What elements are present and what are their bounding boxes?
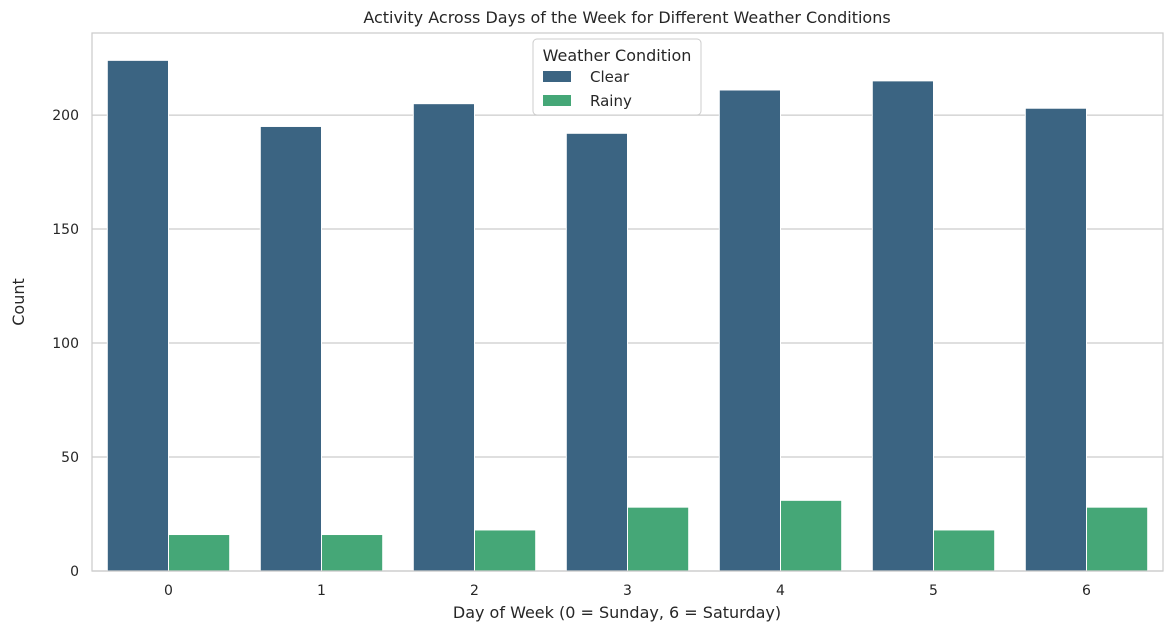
bar-clear-day-4 (718, 89, 781, 572)
bar-clear-day-1 (259, 125, 322, 572)
y-tick-labels: 0 50 100 150 200 (52, 108, 79, 580)
x-tick-labels: 0 1 2 3 4 5 6 (164, 583, 1091, 599)
bar-rainy-day-0 (168, 534, 231, 572)
legend-label-clear: Clear (590, 68, 630, 86)
chart-title: Activity Across Days of the Week for Dif… (363, 8, 890, 27)
bar-rainy-day-6 (1086, 506, 1149, 572)
legend-box (532, 38, 702, 116)
bar-clear-day-3 (565, 132, 628, 572)
bar-rainy-day-3 (627, 506, 690, 572)
bars (106, 59, 1149, 572)
legend: Weather Condition Clear Rainy (532, 38, 702, 116)
x-tick-label: 2 (470, 583, 479, 599)
legend-swatch-clear (543, 71, 571, 82)
x-tick-label: 1 (317, 583, 326, 599)
x-axis-label: Day of Week (0 = Sunday, 6 = Saturday) (453, 603, 781, 622)
bar-clear-day-2 (412, 103, 475, 572)
bar-rainy-day-2 (474, 529, 537, 572)
y-tick-label: 0 (70, 564, 79, 580)
bar-clear-day-0 (106, 59, 170, 572)
x-tick-label: 3 (623, 583, 632, 599)
y-tick-label: 150 (52, 222, 79, 238)
bar-clear-day-6 (1024, 107, 1088, 572)
bar-rainy-day-4 (780, 499, 843, 572)
y-tick-label: 100 (52, 336, 79, 352)
y-tick-label: 50 (61, 450, 79, 466)
bar-rainy-day-5 (933, 529, 996, 572)
x-tick-label: 4 (776, 583, 785, 599)
plot-frame (91, 32, 1164, 572)
bar-clear-day-5 (871, 80, 934, 572)
x-tick-label: 0 (164, 583, 173, 599)
x-tick-label: 6 (1082, 583, 1091, 599)
y-tick-label: 200 (52, 108, 79, 124)
legend-label-rainy: Rainy (590, 92, 632, 110)
y-axis-label: Count (9, 278, 28, 326)
bar-rainy-day-1 (321, 534, 384, 572)
legend-title: Weather Condition (543, 46, 692, 65)
legend-swatch-rainy (543, 95, 571, 106)
x-tick-label: 5 (929, 583, 938, 599)
